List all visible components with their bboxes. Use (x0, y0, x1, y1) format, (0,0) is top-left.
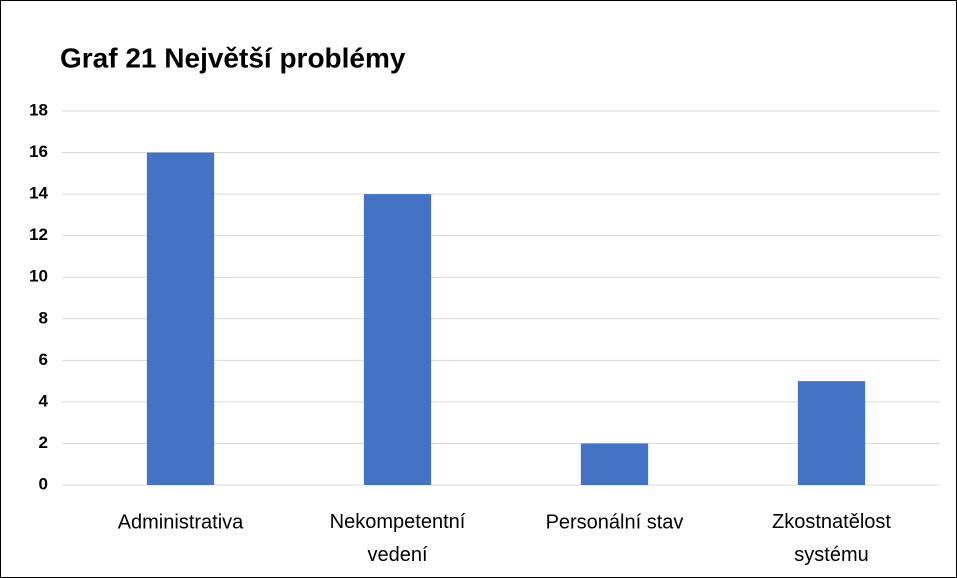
y-tick-label: 0 (39, 474, 48, 493)
y-tick-label: 6 (39, 350, 48, 369)
x-tick-label: Nekompetentní vedení (330, 511, 466, 566)
x-tick-label: Personální stav (546, 511, 684, 533)
bar (146, 152, 215, 486)
y-tick-label: 8 (39, 308, 48, 327)
y-tick-label: 10 (29, 267, 48, 286)
y-tick-label: 12 (29, 225, 48, 244)
x-tick-label: Zkostnatělost systému (772, 511, 891, 566)
x-tick-label: Administrativa (118, 511, 244, 533)
chart-title: Graf 21 Největší problémy (60, 42, 406, 73)
y-tick-label: 18 (29, 100, 48, 119)
y-tick-label: 14 (29, 184, 48, 203)
bar (580, 443, 649, 485)
y-tick-label: 16 (29, 142, 48, 161)
bar (363, 194, 432, 485)
y-tick-label: 4 (39, 391, 49, 410)
y-tick-label: 2 (39, 433, 48, 452)
bar (797, 381, 866, 485)
